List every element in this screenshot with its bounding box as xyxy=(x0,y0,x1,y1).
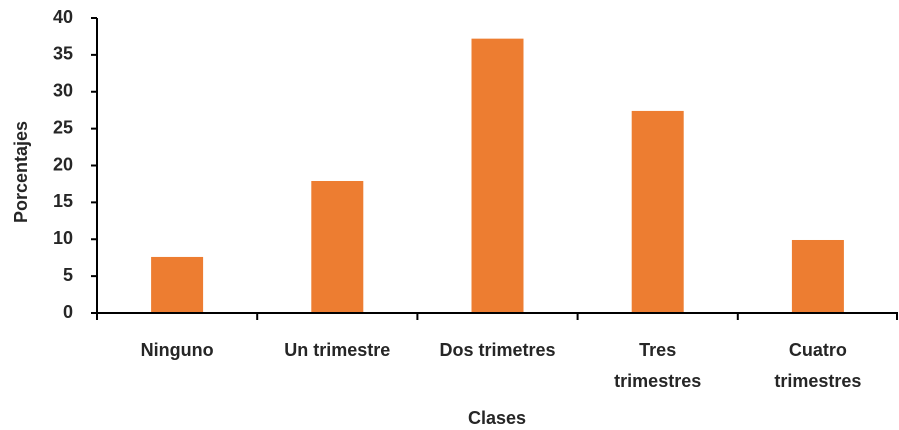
bar xyxy=(791,239,844,313)
y-tick-label: 0 xyxy=(63,302,73,322)
x-tick-label: Tres trimestres xyxy=(614,340,701,391)
bar xyxy=(311,180,364,313)
x-tick-label: Dos trimetres xyxy=(439,340,555,360)
x-tick-label: Ninguno xyxy=(141,340,214,360)
bar xyxy=(471,38,524,314)
y-axis-title: Porcentajes xyxy=(11,121,31,223)
y-tick-label: 5 xyxy=(63,265,73,285)
x-axis-title: Clases xyxy=(468,408,526,428)
y-tick-label: 35 xyxy=(53,44,73,64)
x-tick-label-line: Tres xyxy=(639,340,676,360)
y-tick-label: 40 xyxy=(53,7,73,27)
y-tick-label: 25 xyxy=(53,117,73,137)
bar xyxy=(151,256,204,313)
x-tick-label-line: Cuatro xyxy=(789,340,847,360)
x-tick-label-line: trimestres xyxy=(614,371,701,391)
x-tick-label: Cuatro trimestres xyxy=(774,340,861,391)
x-tick-label-line: trimestres xyxy=(774,371,861,391)
y-tick-label: 20 xyxy=(53,154,73,174)
bar xyxy=(631,110,684,313)
x-tick-label: Un trimestre xyxy=(284,340,390,360)
y-tick-label: 30 xyxy=(53,81,73,101)
y-tick-label: 15 xyxy=(53,191,73,211)
y-tick-label: 10 xyxy=(53,228,73,248)
